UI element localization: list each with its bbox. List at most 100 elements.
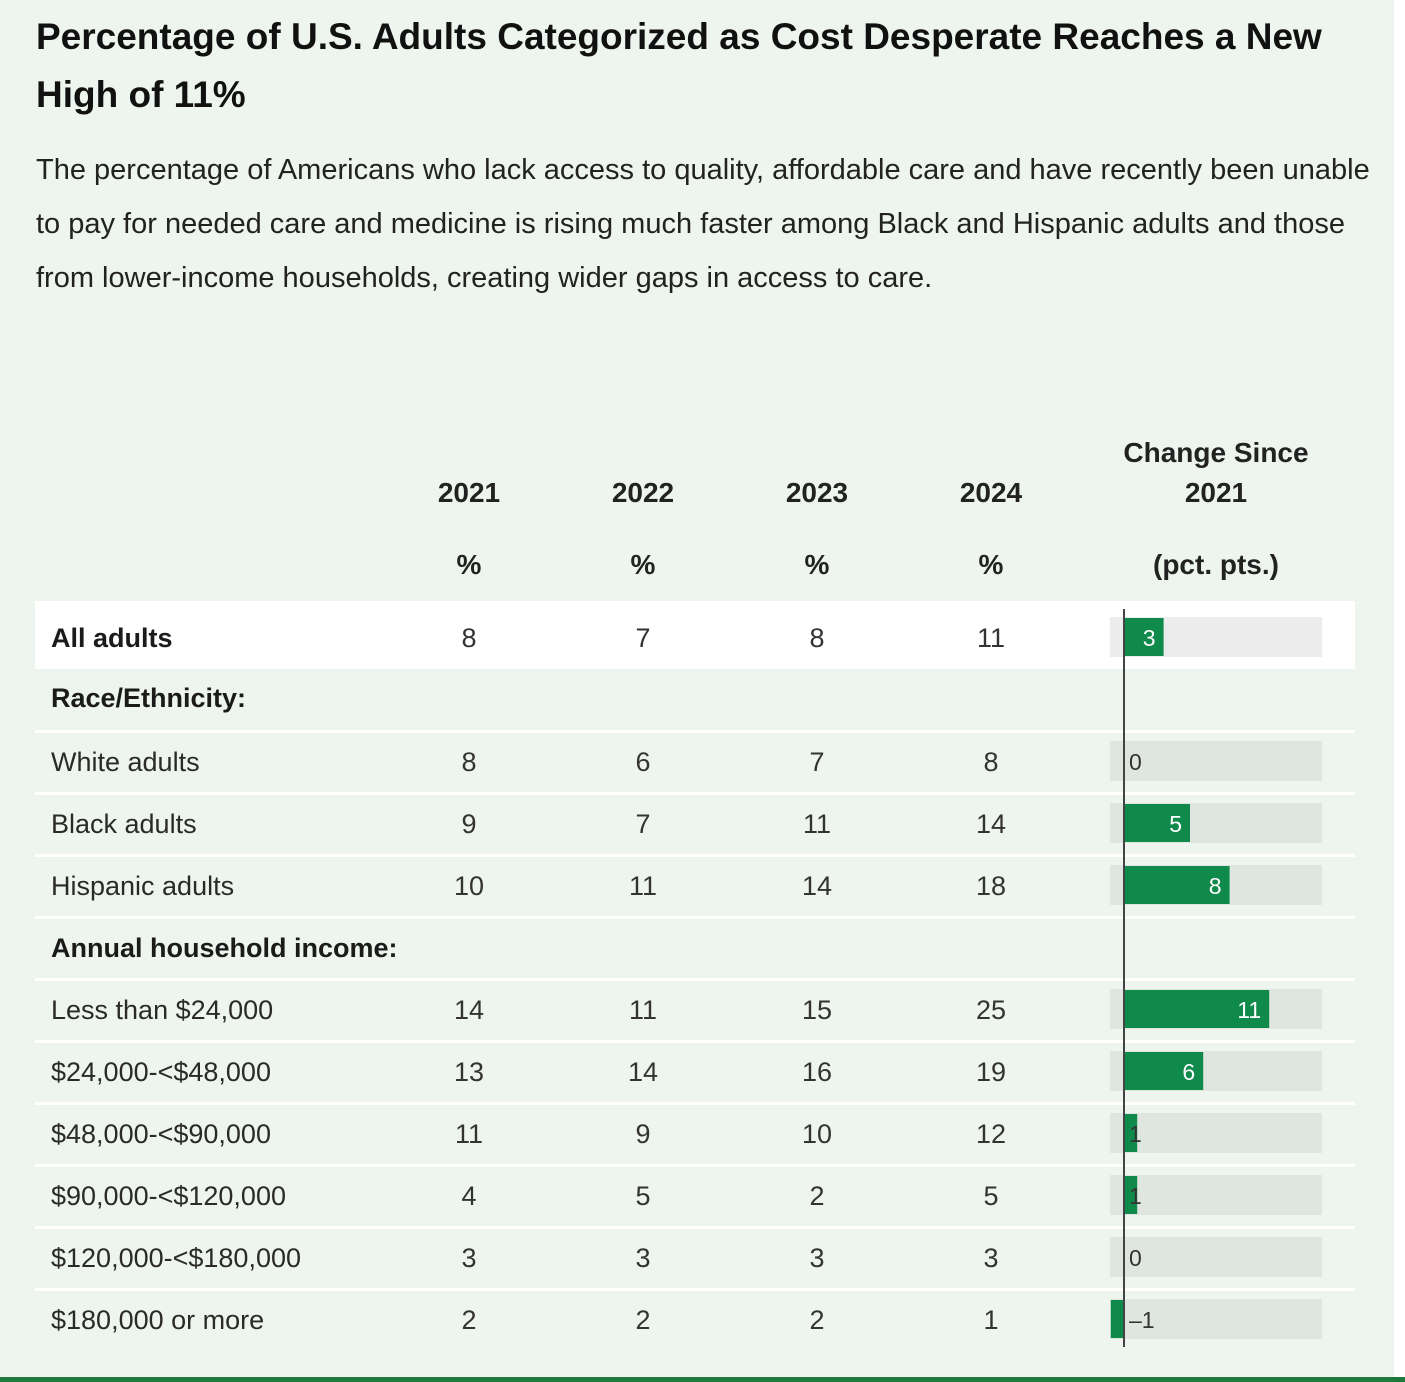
cell-2023: 2 — [809, 1181, 825, 1211]
cell-2022: 7 — [635, 809, 651, 839]
column-unit-2023: % — [804, 549, 830, 580]
change-data-label: 11 — [1237, 997, 1261, 1023]
table-row-hispanic: Hispanic adults 10 11 14 18 — [35, 854, 1355, 916]
cell-2021: 13 — [453, 1057, 485, 1087]
cell-2024: 18 — [975, 871, 1007, 901]
table-row-income-48k-90k: $48,000-<$90,000 11 9 10 12 — [35, 1102, 1355, 1164]
change-data-label: 3 — [1143, 625, 1156, 651]
column-header-2021: 2021 — [437, 477, 501, 508]
cell-2021: 14 — [453, 995, 485, 1025]
cell-2023: 15 — [801, 995, 833, 1025]
table-row-white: White adults 8 6 7 8 — [35, 730, 1355, 792]
change-data-label: –1 — [1129, 1307, 1155, 1333]
group-label: Annual household income: — [51, 933, 398, 963]
cell-2023: 8 — [809, 623, 825, 653]
column-unit-2022: % — [630, 549, 656, 580]
column-unit-change: (pct. pts.) — [1153, 549, 1279, 580]
table-row-black: Black adults 9 7 11 14 — [35, 792, 1355, 854]
change-bar — [1124, 804, 1190, 842]
row-label: $90,000-<$120,000 — [51, 1181, 286, 1211]
row-label: $24,000-<$48,000 — [51, 1057, 271, 1087]
change-bar — [1124, 618, 1164, 656]
change-bar — [1124, 1176, 1138, 1214]
cell-2021: 4 — [461, 1181, 477, 1211]
column-unit-2021: % — [456, 549, 482, 580]
change-data-label: 0 — [1129, 749, 1142, 775]
cell-2023: 3 — [809, 1243, 825, 1273]
change-bar — [1124, 1052, 1204, 1090]
cell-2021: 11 — [454, 1119, 484, 1149]
change-bar — [1124, 990, 1270, 1028]
page-edge — [1394, 0, 1405, 1382]
change-data-label: 5 — [1169, 811, 1182, 837]
cell-2022: 6 — [635, 747, 651, 777]
row-label: Hispanic adults — [51, 871, 235, 901]
cell-2023: 11 — [802, 809, 832, 839]
column-header-change-line2: 2021 — [1184, 477, 1248, 508]
row-label: Less than $24,000 — [51, 995, 274, 1025]
cell-2021: 10 — [453, 871, 485, 901]
change-data-label: 0 — [1129, 1245, 1142, 1271]
cell-2022: 11 — [628, 871, 658, 901]
cell-2022: 11 — [628, 995, 658, 1025]
cell-2024: 3 — [983, 1243, 999, 1273]
cell-2023: 10 — [801, 1119, 833, 1149]
cell-2024: 8 — [983, 747, 999, 777]
cell-2023: 14 — [801, 871, 833, 901]
cell-2021: 2 — [461, 1305, 477, 1335]
change-bar — [1110, 1300, 1124, 1338]
cell-2024: 1 — [983, 1305, 999, 1335]
cell-2022: 14 — [627, 1057, 659, 1087]
group-label: Race/Ethnicity: — [51, 683, 247, 713]
change-bar-track — [1110, 1237, 1322, 1277]
column-header-change-line1: Change Since — [1123, 437, 1309, 468]
cell-2024: 5 — [983, 1181, 999, 1211]
cell-2022: 3 — [635, 1243, 651, 1273]
cell-2022: 9 — [635, 1119, 651, 1149]
table-row-income-120k-180k: $120,000-<$180,000 3 3 3 3 — [35, 1226, 1355, 1288]
change-bar-track — [1110, 1113, 1322, 1153]
row-label: All adults — [51, 623, 173, 653]
cell-2022: 2 — [635, 1305, 651, 1335]
table-row-income-under-24k: Less than $24,000 14 11 15 25 — [35, 978, 1355, 1040]
cell-2023: 2 — [809, 1305, 825, 1335]
cell-2021: 8 — [461, 747, 477, 777]
cell-2021: 3 — [461, 1243, 477, 1273]
column-unit-2024: % — [978, 549, 1004, 580]
cell-2024: 25 — [975, 995, 1007, 1025]
cell-2024: 19 — [975, 1057, 1007, 1087]
cell-2021: 8 — [461, 623, 477, 653]
cell-2024: 12 — [975, 1119, 1007, 1149]
change-data-label: 6 — [1182, 1059, 1195, 1085]
cell-2022: 7 — [635, 623, 651, 653]
change-data-label: 1 — [1129, 1183, 1142, 1209]
row-label: $180,000 or more — [51, 1305, 265, 1335]
column-header-2024: 2024 — [959, 477, 1023, 508]
cell-2022: 5 — [635, 1181, 651, 1211]
change-bar-track — [1110, 1299, 1322, 1339]
group-header-income: Annual household income: — [35, 916, 1355, 978]
table-row-income-24k-48k: $24,000-<$48,000 13 14 16 19 — [35, 1040, 1355, 1102]
cell-2023: 7 — [809, 747, 825, 777]
cell-2024: 11 — [976, 623, 1006, 653]
change-data-label: 8 — [1209, 873, 1222, 899]
chart-title: Percentage of U.S. Adults Categorized as… — [36, 16, 1322, 115]
table-row-income-90k-120k: $90,000-<$120,000 4 5 2 5 — [35, 1164, 1355, 1226]
column-header-2023: 2023 — [785, 477, 849, 508]
row-label: Black adults — [51, 809, 197, 839]
chart-subtitle: The percentage of Americans who lack acc… — [36, 154, 1370, 294]
bottom-rule — [0, 1377, 1405, 1382]
group-header-race: Race/Ethnicity: — [35, 669, 1355, 728]
change-data-label: 1 — [1129, 1121, 1142, 1147]
cell-2024: 14 — [975, 809, 1007, 839]
change-bar-track — [1110, 1175, 1322, 1215]
change-bar — [1124, 866, 1230, 904]
cell-2023: 16 — [801, 1057, 833, 1087]
row-label: $48,000-<$90,000 — [51, 1119, 271, 1149]
row-label: White adults — [51, 747, 200, 777]
column-header-2022: 2022 — [611, 477, 675, 508]
change-bar-track — [1110, 741, 1322, 781]
row-label: $120,000-<$180,000 — [51, 1243, 301, 1273]
cell-2021: 9 — [461, 809, 477, 839]
